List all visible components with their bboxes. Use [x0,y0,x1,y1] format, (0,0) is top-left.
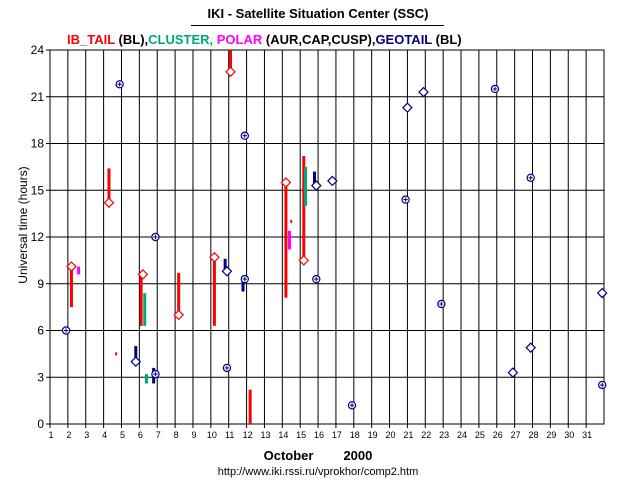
x-tick-label-2: 2 [66,430,71,440]
series-5-diamond-0 [130,356,142,368]
series-5-diamond-7 [525,342,537,353]
series-7-dot-1 [290,219,293,223]
x-tick-label-15: 15 [296,430,306,440]
x-tick-label-9: 9 [191,430,196,440]
x-tick-label-25: 25 [475,430,485,440]
legend-item-1: (BL), [114,32,149,47]
legend-item-6: (BL) [432,32,462,47]
series-4-diamond-6 [280,177,292,188]
y-tick-label-6: 6 [37,324,44,338]
title-underline [191,25,444,26]
x-tick-label-7: 7 [156,430,161,440]
series-4-diamond-2 [137,269,149,280]
y-tick-label-24: 24 [31,43,45,57]
series-5-diamond-8 [596,287,608,299]
x-tick-label-14: 14 [278,430,288,440]
y-tick-label-21: 21 [31,90,45,104]
series-5-diamond-4 [402,102,413,114]
x-tick-label-21: 21 [403,430,413,440]
x-tick-label-30: 30 [564,430,574,440]
legend-item-2: CLUSTER, [148,32,214,47]
legend-item-3: POLAR [213,32,263,47]
x-tick-label-11: 11 [225,430,234,440]
x-tick-label-22: 22 [421,430,431,440]
x-tick-label-4: 4 [102,430,107,440]
x-tick-label-20: 20 [386,430,396,440]
x-tick-label-29: 29 [546,430,556,440]
x-tick-label-28: 28 [529,430,539,440]
legend: IB_TAIL (BL),CLUSTER, POLAR (AUR,CAP,CUS… [67,32,462,47]
series-4-diamond-5 [225,66,236,78]
x-tick-label-24: 24 [457,430,467,440]
legend-item-4: (AUR,CAP,CUSP), [262,32,376,47]
x-tick-label-27: 27 [511,430,521,440]
source-url[interactable]: http://www.iki.rssi.ru/vprokhor/comp2.ht… [217,466,419,478]
x-tick-label-17: 17 [332,430,342,440]
x-tick-label-10: 10 [207,430,217,440]
x-tick-label-19: 19 [368,430,378,440]
x-axis-label: October 2000 [0,448,636,463]
chart-title: IKI - Satellite Situation Center (SSC) [207,6,429,21]
y-tick-label-12: 12 [31,230,45,244]
series-5-diamond-3 [327,175,338,187]
legend-item-5: GEOTAIL [375,32,433,47]
series-4-diamond-0 [66,261,77,272]
series-4-diamond-1 [103,197,115,209]
x-tick-label-26: 26 [493,430,503,440]
x-tick-label-12: 12 [243,430,253,440]
x-tick-label-8: 8 [174,430,179,440]
series-5-diamond-1 [221,265,233,277]
series-5-diamond-5 [418,86,429,98]
x-tick-label-18: 18 [350,430,360,440]
y-tick-label-15: 15 [31,183,45,197]
y-tick-label-9: 9 [37,277,44,291]
x-tick-label-23: 23 [439,430,449,440]
x-tick-label-31: 31 [582,430,592,440]
y-tick-label-18: 18 [31,137,45,151]
series-5-diamond-2 [310,180,322,191]
series-5-diamond-6 [507,367,519,378]
series-4-diamond-4 [209,251,220,263]
x-tick-label-1: 1 [48,430,53,440]
y-tick-label-3: 3 [37,370,44,384]
x-tick-label-13: 13 [260,430,270,440]
x-axis-month: October [263,448,314,463]
series-7-dot-0 [115,352,118,356]
x-tick-label-3: 3 [84,430,89,440]
series-4-diamond-7 [298,255,310,266]
x-tick-label-16: 16 [314,430,324,440]
x-tick-label-5: 5 [120,430,125,440]
legend-item-0: IB_TAIL [67,32,115,47]
y-tick-label-0: 0 [37,417,44,431]
x-axis-year: 2000 [343,448,373,463]
series-4-diamond-3 [173,309,185,321]
x-tick-label-6: 6 [138,430,143,440]
